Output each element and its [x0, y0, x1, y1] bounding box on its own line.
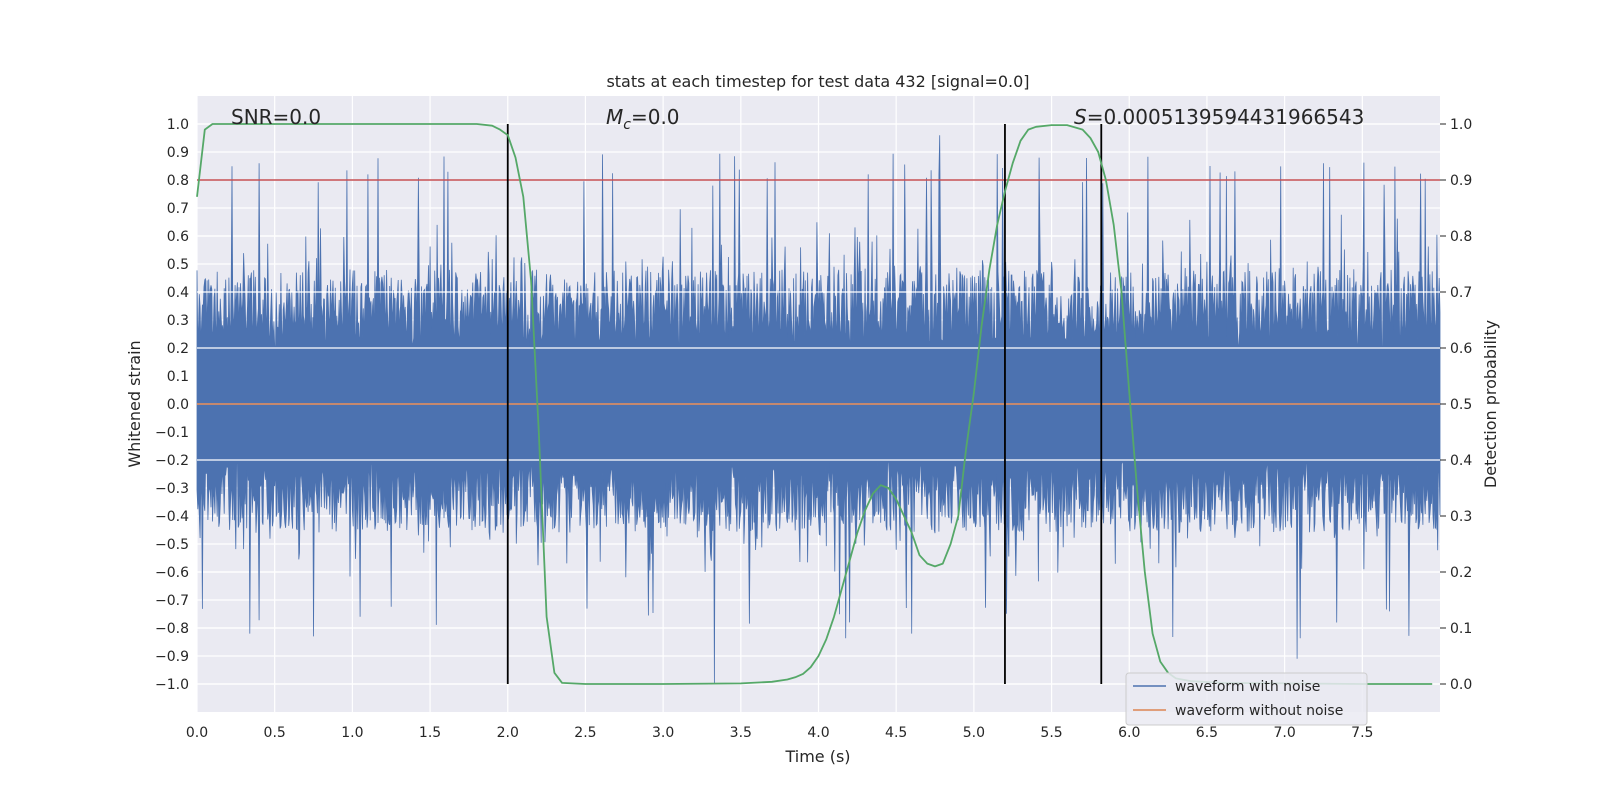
y-left-tick-label: 0.3 [167, 313, 189, 329]
y-right-tick-label: 0.5 [1450, 397, 1472, 413]
y-right-tick-label: 0.6 [1450, 341, 1472, 357]
chirp-mass-symbol: M [606, 105, 623, 129]
series-waveform-with-noise [196, 135, 1441, 685]
x-tick-label: 5.0 [963, 725, 985, 741]
s-symbol: S [1074, 105, 1087, 129]
x-tick-label: 3.5 [730, 725, 752, 741]
x-tick-label: 2.0 [497, 725, 519, 741]
y-axis-right-ticks: 1.0 0.9 0.8 0.7 0.6 0.5 0.4 0.3 0.2 0.1 0.0 [1440, 117, 1472, 693]
chirp-mass-subscript: c [623, 117, 631, 133]
legend-label-noise: waveform with noise [1175, 679, 1320, 695]
legend-box [1125, 672, 1368, 726]
y-axis-left-label: Whitened strain [125, 340, 144, 467]
y-left-tick-label: 0.8 [167, 173, 189, 189]
y-right-tick-label: 0.2 [1450, 565, 1472, 581]
chart-title: stats at each timestep for test data 432… [606, 72, 1029, 91]
y-left-tick-label: 0.0 [167, 397, 189, 413]
y-left-tick-label: −0.4 [155, 509, 189, 525]
y-left-tick-label: 1.0 [167, 117, 189, 133]
y-right-tick-label: 0.9 [1450, 173, 1472, 189]
y-right-tick-label: 0.4 [1450, 453, 1472, 469]
x-tick-label: 6.0 [1118, 725, 1140, 741]
y-left-tick-label: −0.6 [155, 565, 189, 581]
series-detection-probability [196, 123, 1433, 685]
y-left-tick-label: 0.4 [167, 285, 189, 301]
x-tick-label: 1.0 [341, 725, 363, 741]
y-left-tick-label: −0.7 [155, 593, 189, 609]
legend: waveform with noise waveform without noi… [1125, 672, 1368, 726]
y-left-tick-label: 0.2 [167, 341, 189, 357]
x-axis-ticks: 0.0 0.5 1.0 1.5 2.0 2.5 3.0 3.5 4.0 4.5 5.0 5.5 6.0 6… [186, 725, 1374, 741]
x-tick-label: 3.0 [652, 725, 674, 741]
y-right-tick-label: 0.7 [1450, 285, 1472, 301]
x-tick-label: 6.5 [1196, 725, 1218, 741]
y-right-tick-label: 0.8 [1450, 229, 1472, 245]
y-right-tick-label: 1.0 [1450, 117, 1472, 133]
y-left-tick-label: 0.1 [167, 369, 189, 385]
y-left-tick-label: −0.1 [155, 425, 189, 441]
y-left-tick-label: 0.6 [167, 229, 189, 245]
y-left-tick-label: 0.7 [167, 201, 189, 217]
x-axis-label: Time (s) [784, 747, 850, 766]
y-right-tick-label: 0.1 [1450, 621, 1472, 637]
snr-annotation: SNR=0.0 [231, 105, 321, 129]
y-right-tick-label: 0.0 [1450, 677, 1472, 693]
y-left-tick-label: −1.0 [155, 677, 189, 693]
s-value: =0.0005139594431966543 [1087, 105, 1365, 129]
y-left-tick-label: −0.5 [155, 537, 189, 553]
chirp-mass-value: =0.0 [631, 105, 680, 129]
y-left-tick-label: 0.9 [167, 145, 189, 161]
chirp-mass-annotation: Mc=0.0 [606, 105, 680, 133]
y-left-tick-label: −0.3 [155, 481, 189, 497]
x-tick-label: 7.0 [1273, 725, 1295, 741]
plot-content [196, 123, 1441, 685]
x-tick-label: 7.5 [1351, 725, 1373, 741]
y-left-tick-label: 0.5 [167, 257, 189, 273]
x-tick-label: 0.5 [264, 725, 286, 741]
x-tick-label: 5.5 [1040, 725, 1062, 741]
x-tick-label: 1.5 [419, 725, 441, 741]
x-tick-label: 2.5 [574, 725, 596, 741]
legend-label-clean: waveform without noise [1175, 703, 1343, 719]
y-left-tick-label: −0.8 [155, 621, 189, 637]
y-axis-left-ticks: 1.0 0.9 0.8 0.7 0.6 0.5 0.4 0.3 0.2 0.1 0.0 −0.1 −0.… [155, 117, 189, 693]
s-annotation: S=0.0005139594431966543 [1074, 105, 1364, 129]
y-axis-right-label: Detection probability [1481, 320, 1500, 488]
y-right-tick-label: 0.3 [1450, 509, 1472, 525]
y-left-tick-label: −0.2 [155, 453, 189, 469]
x-tick-label: 4.0 [807, 725, 829, 741]
y-left-tick-label: −0.9 [155, 649, 189, 665]
x-tick-label: 0.0 [186, 725, 208, 741]
x-tick-label: 4.5 [885, 725, 907, 741]
